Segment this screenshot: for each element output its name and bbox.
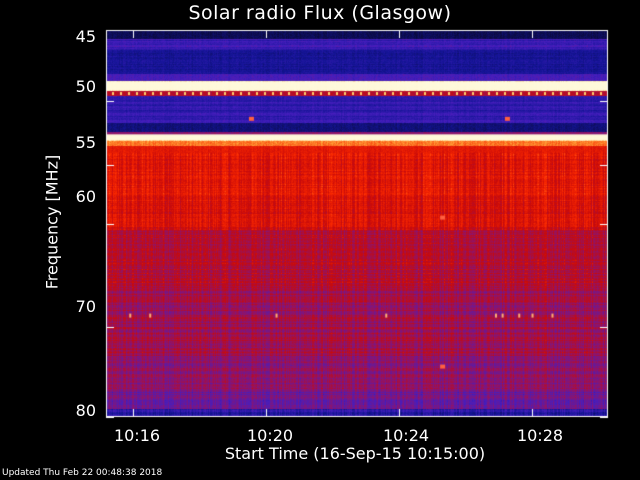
y-tick-label: 80 [75, 401, 96, 420]
y-tick-label: 50 [75, 77, 96, 96]
x-tick-label: 10:20 [246, 426, 294, 445]
y-axis-label: Frequency [MHz] [42, 154, 62, 290]
x-tick-label: 10:24 [382, 426, 430, 445]
updated-timestamp: Updated Thu Feb 22 00:48:38 2018 [2, 468, 163, 478]
y-tick-label: 45 [75, 27, 96, 46]
y-tick-label: 60 [75, 187, 96, 206]
y-tick-label: 70 [75, 297, 96, 316]
y-tick-label: 55 [75, 133, 96, 152]
x-axis-label: Start Time (16-Sep-15 10:15:00) [224, 444, 486, 463]
x-tick-label: 10:28 [516, 426, 564, 445]
chart-title: Solar radio Flux (Glasgow) [188, 2, 452, 24]
x-tick-label: 10:16 [113, 426, 161, 445]
